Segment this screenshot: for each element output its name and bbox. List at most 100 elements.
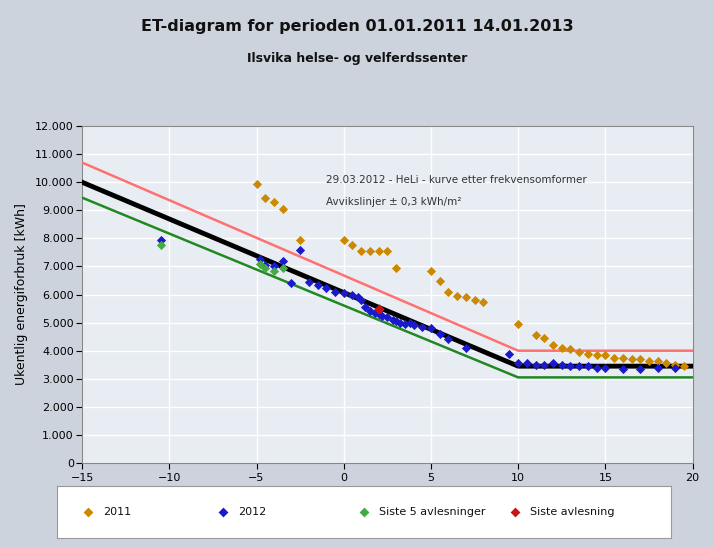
Point	[460, 344, 471, 352]
Point	[408, 321, 419, 330]
Point	[356, 247, 367, 255]
Point	[591, 363, 603, 372]
Point	[608, 353, 620, 362]
Point	[565, 345, 576, 353]
Point	[426, 266, 437, 275]
Point	[277, 264, 288, 272]
Point	[376, 311, 388, 320]
Point	[268, 197, 280, 206]
Point	[347, 290, 358, 299]
Point	[478, 297, 489, 306]
Point	[352, 293, 363, 302]
Point	[443, 335, 454, 344]
Point	[251, 179, 262, 188]
Point	[260, 261, 271, 270]
Text: Avvikslinjer ± 0,3 kWh/m²: Avvikslinjer ± 0,3 kWh/m²	[326, 197, 462, 207]
Point	[391, 317, 402, 326]
Text: ET-diagram for perioden 01.01.2011 14.01.2013: ET-diagram for perioden 01.01.2011 14.01…	[141, 19, 573, 34]
Point	[358, 507, 370, 516]
X-axis label: Ukemiddeltemperatur [°C]: Ukemiddeltemperatur [°C]	[304, 490, 471, 503]
Point	[617, 364, 628, 373]
Point	[82, 507, 94, 516]
Point	[294, 246, 306, 254]
Point	[434, 329, 446, 338]
Text: 2011: 2011	[104, 507, 131, 517]
Point	[268, 266, 280, 275]
Point	[329, 287, 341, 296]
Point	[652, 363, 663, 372]
Text: Ilsvika helse- og velferdssenter: Ilsvika helse- og velferdssenter	[247, 52, 467, 65]
Point	[443, 287, 454, 296]
Point	[312, 281, 323, 289]
Point	[460, 293, 471, 302]
Point	[364, 247, 376, 255]
Point	[217, 507, 228, 516]
Point	[582, 349, 593, 358]
Point	[513, 319, 524, 328]
Point	[338, 236, 349, 244]
Y-axis label: Ukentlig energiforbruk [kWh]: Ukentlig energiforbruk [kWh]	[15, 204, 28, 385]
Point	[556, 361, 568, 369]
Point	[426, 324, 437, 333]
Point	[268, 262, 280, 271]
Point	[652, 356, 663, 365]
Point	[254, 255, 266, 264]
Point	[678, 362, 690, 370]
Point	[635, 364, 646, 373]
Point	[373, 310, 384, 318]
Text: Siste 5 avlesninger: Siste 5 avlesninger	[380, 507, 486, 517]
Point	[155, 241, 166, 250]
Point	[277, 256, 288, 265]
Point	[321, 283, 332, 292]
Point	[670, 363, 681, 372]
Point	[509, 507, 521, 516]
Point	[660, 359, 672, 368]
Point	[434, 276, 446, 285]
Point	[469, 296, 481, 305]
Point	[294, 236, 306, 244]
Point	[556, 344, 568, 352]
Point	[286, 279, 297, 288]
Point	[573, 348, 585, 357]
Text: 2012: 2012	[238, 507, 266, 517]
Point	[303, 277, 315, 286]
Point	[503, 349, 515, 358]
Point	[625, 355, 637, 363]
Point	[582, 362, 593, 370]
Point	[373, 304, 384, 313]
Point	[530, 331, 541, 340]
Point	[369, 309, 381, 317]
Point	[600, 351, 611, 359]
Point	[356, 296, 367, 305]
Point	[451, 292, 463, 300]
Point	[387, 316, 398, 324]
Point	[391, 264, 402, 272]
Point	[538, 334, 550, 342]
Point	[347, 241, 358, 250]
Text: Siste avlesning: Siste avlesning	[530, 507, 615, 517]
Point	[338, 289, 349, 298]
Point	[617, 353, 628, 362]
Point	[548, 341, 559, 350]
Point	[254, 259, 266, 268]
Point	[670, 361, 681, 369]
Text: 29.03.2012 - HeLi - kurve etter frekvensomformer: 29.03.2012 - HeLi - kurve etter frekvens…	[326, 175, 587, 185]
Point	[155, 236, 166, 244]
Point	[416, 322, 428, 331]
Point	[513, 359, 524, 368]
Point	[635, 355, 646, 363]
Point	[364, 307, 376, 316]
Point	[399, 319, 411, 328]
Point	[521, 359, 533, 368]
Point	[530, 361, 541, 369]
Point	[359, 303, 371, 312]
Point	[381, 247, 393, 255]
Point	[573, 362, 585, 370]
Point	[373, 247, 384, 255]
Point	[591, 351, 603, 359]
Point	[565, 362, 576, 370]
Point	[277, 204, 288, 213]
Point	[260, 193, 271, 202]
Point	[260, 264, 271, 272]
Point	[404, 318, 416, 327]
